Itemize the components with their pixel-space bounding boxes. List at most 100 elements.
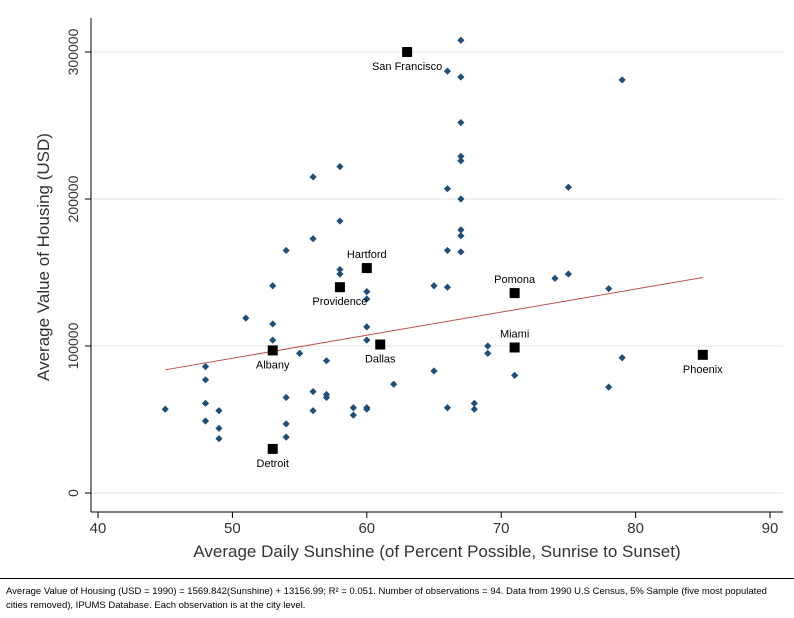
data-point: [349, 404, 357, 412]
data-point: [430, 282, 438, 290]
data-point: [564, 183, 572, 191]
data-point: [457, 195, 465, 203]
data-point: [443, 404, 452, 412]
data-point: [484, 342, 492, 350]
data-point: [282, 246, 290, 255]
data-point: [282, 420, 290, 428]
axes: 0 100000 200000 300000 40 50 60 70 80 90: [65, 18, 783, 537]
data-point: [201, 399, 210, 407]
caption-divider: [0, 578, 794, 579]
data-point: [363, 336, 371, 344]
regression-line: [165, 277, 703, 371]
y-tick-label: 200000: [65, 175, 81, 222]
data-point: [296, 349, 304, 357]
city-marker: [697, 349, 708, 360]
city-label: Providence: [312, 296, 367, 308]
data-point: [349, 411, 357, 419]
data-point: [363, 288, 371, 296]
city-marker: [509, 288, 520, 299]
data-point: [161, 405, 169, 413]
fit-line-layer: [165, 277, 703, 371]
data-point: [309, 387, 317, 396]
data-point: [457, 248, 465, 256]
data-point: [282, 433, 290, 441]
data-point: [618, 76, 626, 84]
data-point: [443, 246, 452, 255]
y-tick-label: 0: [65, 489, 81, 497]
data-point: [564, 270, 572, 278]
city-label: Albany: [256, 359, 290, 371]
data-point: [484, 349, 492, 357]
data-point: [430, 367, 438, 375]
x-tick-label: 40: [90, 520, 107, 537]
city-marker: [375, 339, 386, 350]
city-marker: [267, 443, 278, 454]
data-point: [309, 407, 317, 415]
data-point: [269, 336, 277, 344]
data-point: [457, 226, 465, 234]
city-marker: [361, 263, 372, 274]
city-marker: [334, 282, 345, 293]
data-point: [470, 399, 478, 407]
x-tick-label: 70: [493, 520, 510, 537]
city-label: Phoenix: [683, 364, 723, 376]
data-point: [457, 232, 465, 240]
data-point: [201, 376, 210, 384]
x-tick-label: 80: [627, 520, 644, 537]
data-point: [309, 235, 317, 243]
data-point: [322, 393, 331, 402]
city-label: Pomona: [494, 274, 536, 286]
data-point: [443, 283, 452, 291]
y-axis-title: Average Value of Housing (USD): [34, 133, 53, 381]
data-point: [336, 217, 344, 225]
data-point: [457, 118, 465, 127]
city-label: Miami: [500, 328, 529, 340]
data-point: [551, 274, 559, 282]
data-point: [457, 152, 465, 160]
data-point: [215, 424, 223, 432]
data-point: [363, 295, 371, 303]
city-label: San Francisco: [372, 61, 442, 73]
city-label: Dallas: [365, 354, 396, 366]
x-axis-title: Average Daily Sunshine (of Percent Possi…: [193, 542, 680, 561]
data-point: [269, 282, 277, 290]
data-point: [457, 73, 465, 81]
city-labels: San Francisco Hartford Providence Pomona Alb…: [256, 61, 723, 470]
x-tick-label: 60: [358, 520, 375, 537]
data-point: [443, 185, 452, 193]
city-marker: [267, 345, 278, 356]
data-point: [201, 417, 210, 425]
data-point: [618, 354, 626, 362]
data-point: [322, 357, 331, 365]
data-point: [242, 314, 250, 322]
data-point: [336, 265, 344, 274]
data-point: [282, 393, 290, 402]
x-tick-label: 50: [224, 520, 241, 537]
data-point: [363, 405, 371, 413]
data-point: [605, 383, 613, 391]
city-label: Hartford: [347, 249, 387, 261]
data-point: [215, 435, 223, 443]
grid-lines: [91, 51, 783, 494]
y-tick-label: 300000: [65, 28, 81, 75]
x-tick-label: 90: [762, 520, 779, 537]
data-point: [269, 320, 277, 328]
data-point: [336, 270, 344, 278]
data-point: [309, 173, 317, 181]
city-marker: [402, 47, 413, 57]
data-point: [443, 67, 452, 75]
city-label: Detroit: [257, 458, 289, 470]
data-point: [363, 323, 371, 331]
data-point: [336, 163, 344, 171]
scatter-plot: 0 100000 200000 300000 40 50 60 70 80 90 San Fran…: [34, 18, 783, 561]
data-point: [470, 405, 478, 413]
data-point: [457, 36, 465, 44]
y-tick-label: 100000: [65, 322, 81, 369]
data-point: [390, 380, 398, 388]
figure-caption: Average Value of Housing (USD = 1990) = …: [6, 586, 767, 611]
data-point: [457, 157, 465, 165]
data-point: [605, 285, 613, 293]
data-point: [215, 407, 223, 415]
data-point: [201, 362, 210, 371]
